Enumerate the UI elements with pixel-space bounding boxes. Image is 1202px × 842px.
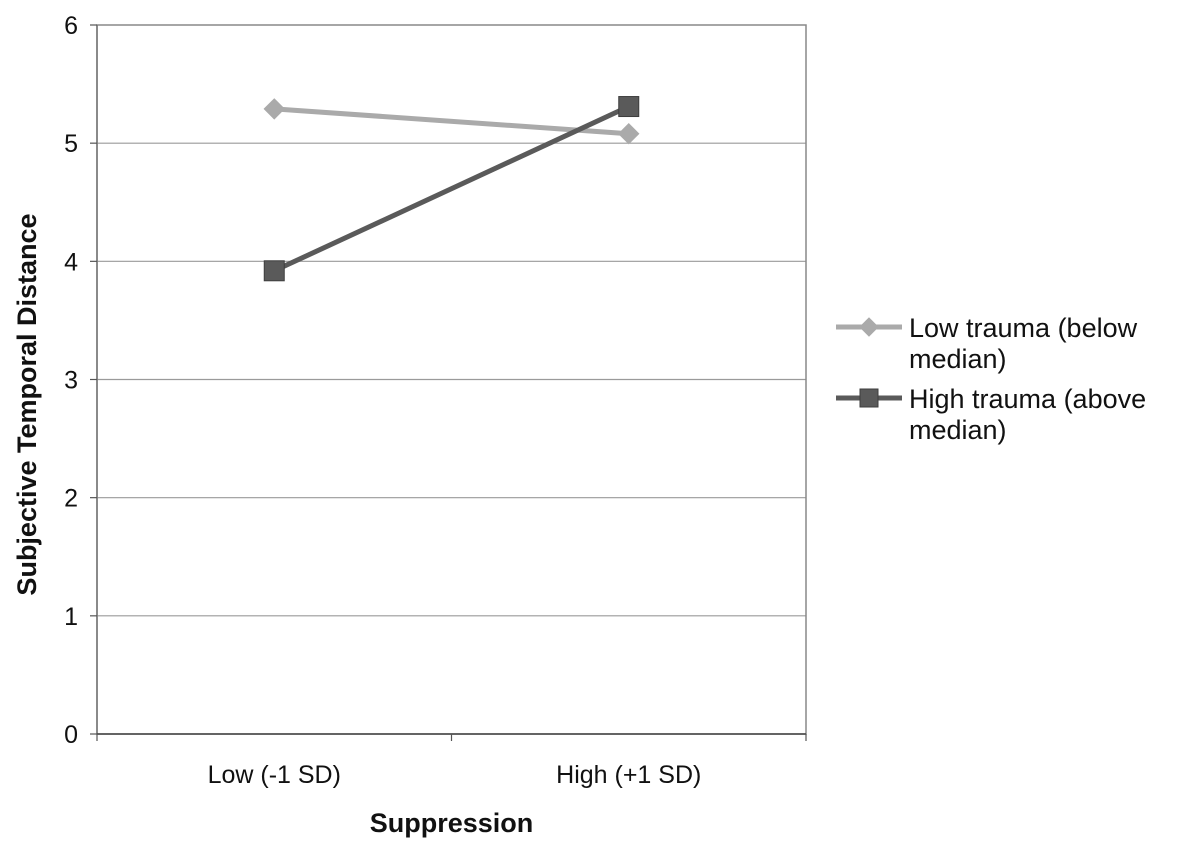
y-tick-label: 3 [64,367,78,395]
y-tick-label: 4 [64,248,78,276]
data-point [618,96,640,118]
y-tick-label: 1 [64,603,78,631]
x-tick-label: Low (-1 SD) [208,761,341,789]
legend-marker [859,388,879,408]
x-axis-title: Suppression [370,808,534,838]
series-2 [263,96,640,282]
series-line [273,104,630,274]
legend-marker [859,317,879,337]
y-axis-title: Subjective Temporal Distance [12,213,42,595]
legend-label: High trauma (above [909,384,1146,414]
legend-label: Low trauma (below [909,313,1138,343]
y-tick-label: 0 [64,721,78,749]
y-tick-label: 2 [64,485,78,513]
gridlines [97,142,806,617]
axes: 0 1 2 3 4 5 6 Low (-1 SD) High (+1 SD) [64,12,807,789]
legend-label: median) [909,344,1007,374]
data-point [263,260,285,282]
legend-label: median) [909,415,1007,445]
y-tick-label: 5 [64,130,78,158]
series-line [274,106,629,137]
x-tick-label: High (+1 SD) [556,761,701,789]
data-point [263,98,285,120]
y-tick-label: 6 [64,12,78,40]
series-1 [263,98,640,145]
data-point [618,123,640,145]
series [263,96,640,282]
